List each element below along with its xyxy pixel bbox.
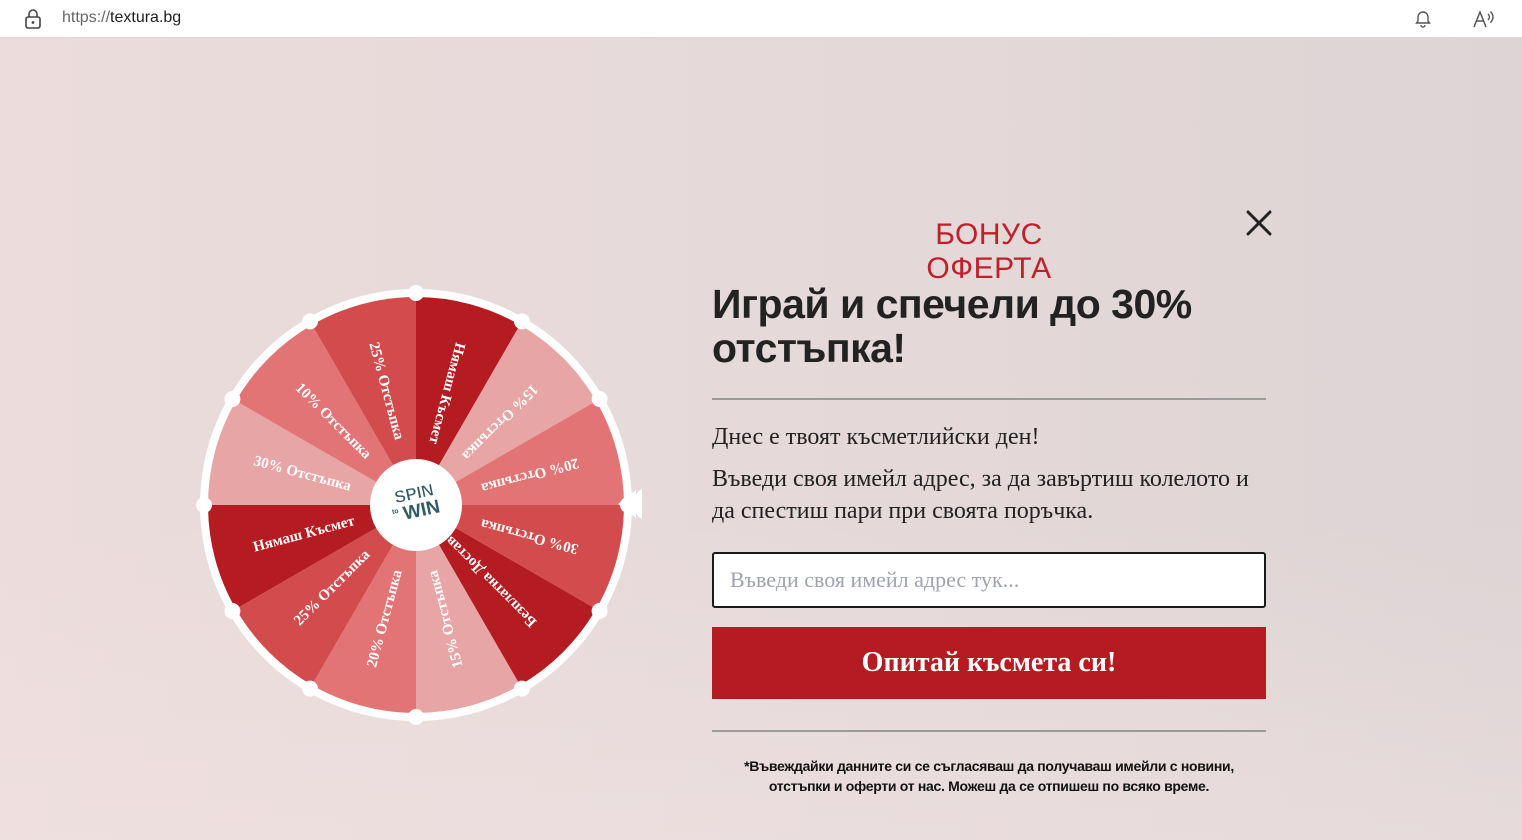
- email-input[interactable]: [712, 552, 1266, 608]
- url-host: textura.bg: [110, 9, 182, 26]
- wheel-peg: [514, 680, 530, 697]
- wheel-segment: [235, 505, 416, 686]
- wheel-peg: [514, 313, 530, 330]
- wheel-segment: [416, 401, 624, 505]
- wheel-segment: [208, 505, 416, 609]
- wheel-peg: [196, 497, 212, 513]
- wheel-segment: [416, 324, 597, 505]
- notification-bell-icon[interactable]: [1413, 9, 1433, 29]
- wheel-peg: [591, 391, 608, 407]
- wheel-segment: [416, 505, 624, 609]
- wheel-peg: [302, 680, 318, 697]
- wheel-peg: [224, 603, 241, 619]
- popup-headline: Играй и спечели до 30% отстъпка!: [712, 281, 1192, 371]
- wheel-pointer: [618, 489, 642, 519]
- wheel-segment: [416, 505, 597, 686]
- wheel-segment: [416, 505, 520, 713]
- wheel-peg: [224, 391, 241, 407]
- read-aloud-icon[interactable]: [1472, 8, 1496, 30]
- url-protocol: https://: [62, 9, 111, 26]
- bonus-offer-eyebrow: БОНУС ОФЕРТА: [926, 218, 1052, 285]
- close-icon[interactable]: [1242, 206, 1276, 240]
- wheel-segment: [208, 401, 416, 505]
- lock-icon[interactable]: [24, 9, 42, 29]
- wheel-peg: [302, 313, 318, 330]
- divider-bottom: [712, 730, 1266, 732]
- url-field[interactable]: https://textura.bg: [62, 9, 181, 27]
- instructions-text: Въведи своя имейл адрес, за да завъртиш …: [712, 466, 1249, 524]
- spin-wheel[interactable]: Нямаш Късмет 15% Отстъпка 20% Отстъпка 30% …: [190, 285, 642, 737]
- logo-to: to: [391, 508, 399, 516]
- try-your-luck-button[interactable]: Опитай късмета си!: [712, 627, 1266, 699]
- divider-top: [712, 398, 1266, 400]
- wheel-hub: [370, 459, 462, 551]
- spin-to-win-logo: SPIN to WIN: [391, 480, 441, 525]
- lucky-day-text: Днес е твоят късметлийски ден!: [712, 424, 1040, 450]
- wheel-segment: [312, 505, 416, 713]
- wheel-segment: [416, 297, 520, 505]
- wheel-segment: [312, 297, 416, 505]
- wheel-peg: [408, 285, 424, 301]
- browser-address-bar: https://textura.bg: [0, 0, 1522, 38]
- wheel-segment: [235, 324, 416, 505]
- consent-disclaimer: *Въвеждайки данните си се съгласяваш да …: [744, 758, 1234, 794]
- wheel-peg: [408, 709, 424, 725]
- wheel-peg: [591, 603, 608, 619]
